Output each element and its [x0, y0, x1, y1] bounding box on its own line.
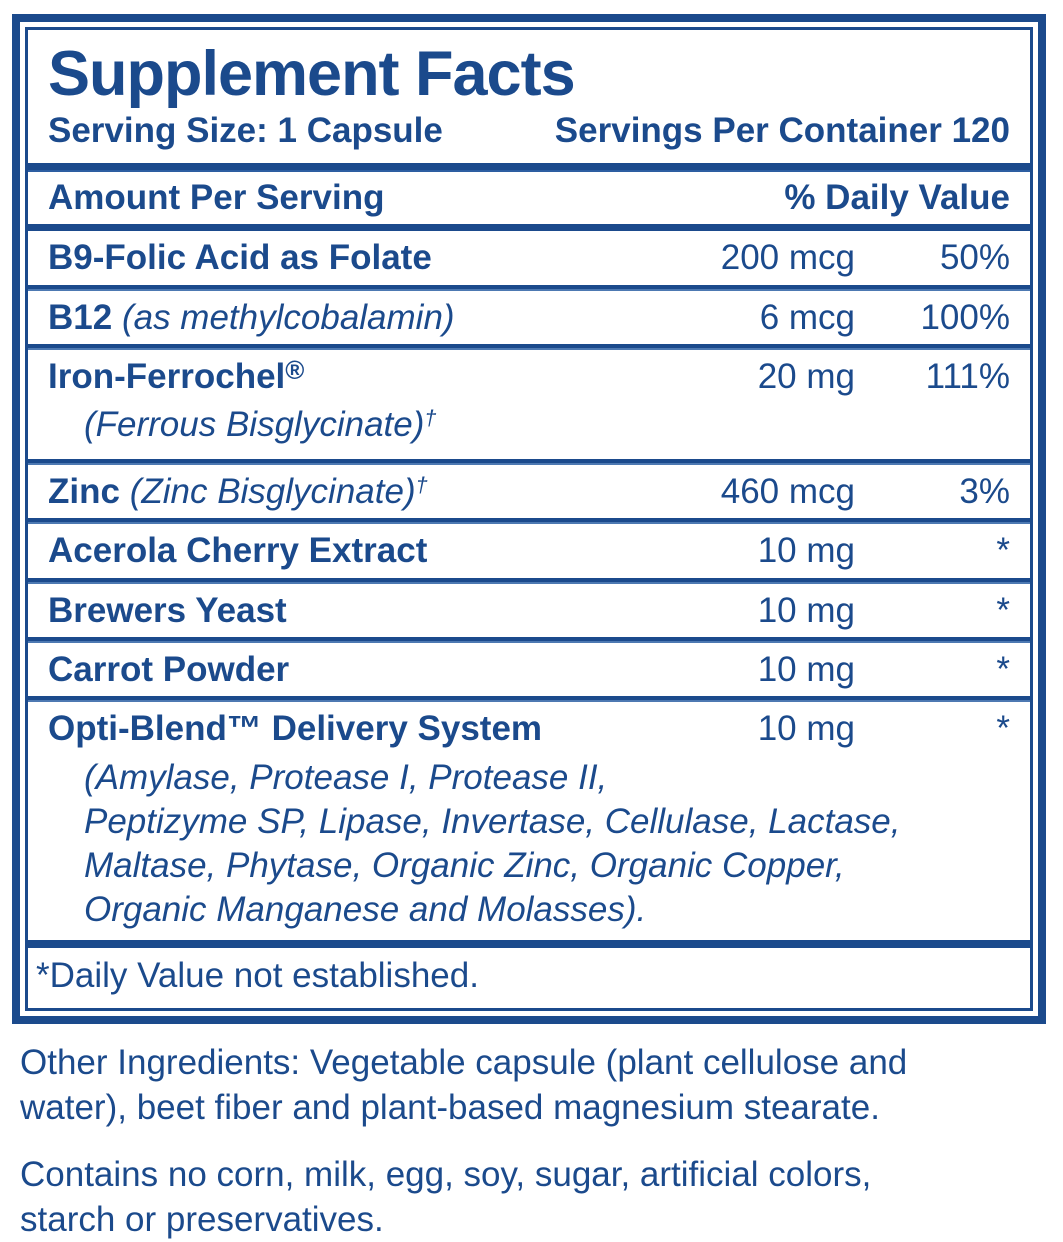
nutrient-row-b9: B9-Folic Acid as Folate 200 mcg 50%	[28, 231, 1030, 284]
row-divider	[28, 343, 1030, 350]
row-divider	[28, 637, 1030, 644]
amount-per-serving-header: Amount Per Serving	[48, 177, 385, 217]
serving-info-row: Serving Size: 1 Capsule Servings Per Con…	[28, 106, 1030, 163]
serving-size-text: Serving Size: 1 Capsule	[48, 111, 443, 151]
nutrient-name: Acerola Cherry Extract	[48, 531, 428, 571]
nutrient-name: Opti-Blend™ Delivery System	[48, 709, 543, 749]
column-header-row: Amount Per Serving % Daily Value	[28, 172, 1030, 225]
divider-double-rule	[28, 162, 1030, 172]
nutrient-daily-value: 3%	[959, 472, 1010, 512]
nutrient-name: B12 (as methylcobalamin)	[48, 297, 455, 337]
nutrient-amount: 10 mg	[757, 650, 855, 690]
row-divider	[28, 284, 1030, 291]
nutrient-row-acerola: Acerola Cherry Extract 10 mg *	[28, 524, 1030, 577]
nutrient-name: Carrot Powder	[48, 650, 290, 690]
nutrient-row-b12: B12 (as methylcobalamin) 6 mcg 100%	[28, 291, 1030, 344]
daily-value-header: % Daily Value	[784, 177, 1010, 217]
nutrient-name: Zinc (Zinc Bisglycinate)†	[48, 472, 428, 512]
dagger-symbol: †	[424, 405, 437, 431]
other-ingredients-paragraph: Other Ingredients: Vegetable capsule (pl…	[20, 1042, 908, 1127]
nutrient-daily-value: 111%	[925, 356, 1010, 396]
row-divider	[28, 577, 1030, 584]
nutrient-daily-value: *	[996, 650, 1010, 690]
nutrient-row-opti-blend: Opti-Blend™ Delivery System 10 mg *	[28, 702, 1030, 755]
servings-per-container-text: Servings Per Container 120	[554, 111, 1010, 151]
nutrient-amount: 460 mcg	[720, 472, 855, 512]
daily-value-footnote: *Daily Value not established.	[36, 955, 479, 995]
supplement-facts-inner-border: Supplement Facts Serving Size: 1 Capsule…	[25, 27, 1033, 1011]
row-divider	[28, 696, 1030, 703]
nutrient-row-zinc: Zinc (Zinc Bisglycinate)† 460 mcg 3%	[28, 465, 1030, 518]
registered-trademark-symbol: ®	[285, 356, 305, 385]
nutrient-daily-value: *	[996, 531, 1010, 571]
nutrient-name: B9-Folic Acid as Folate	[48, 238, 432, 278]
supplement-facts-panel: Supplement Facts Serving Size: 1 Capsule…	[12, 14, 1046, 1024]
nutrient-daily-value: *	[996, 590, 1010, 630]
nutrient-row-iron: Iron-Ferrochel® 20 mg 111%	[28, 350, 1030, 403]
nutrient-row-brewers-yeast: Brewers Yeast 10 mg *	[28, 584, 1030, 637]
nutrient-amount: 10 mg	[757, 531, 855, 571]
divider-thick-rule	[28, 224, 1030, 232]
nutrient-daily-value: 100%	[920, 297, 1010, 337]
nutrient-row-carrot-powder: Carrot Powder 10 mg *	[28, 643, 1030, 696]
dagger-symbol: †	[415, 472, 428, 498]
divider-thick-rule	[28, 939, 1030, 948]
panel-title: Supplement Facts	[48, 39, 576, 109]
row-divider	[28, 459, 1030, 466]
nutrient-amount: 10 mg	[757, 709, 855, 749]
nutrient-source-note: (Ferrous Bisglycinate)†	[84, 405, 437, 445]
nutrient-amount: 200 mcg	[720, 238, 855, 278]
nutrient-name: Iron-Ferrochel®	[48, 356, 305, 396]
nutrient-daily-value: 50%	[939, 238, 1010, 278]
nutrient-amount: 20 mg	[757, 356, 855, 396]
nutrient-amount: 10 mg	[757, 590, 855, 630]
row-divider	[28, 518, 1030, 525]
nutrient-daily-value: *	[996, 709, 1010, 749]
opti-blend-ingredient-list: (Amylase, Protease I, Protease II, Pepti…	[84, 757, 901, 929]
nutrient-amount: 6 mcg	[759, 297, 855, 337]
allergen-free-paragraph: Contains no corn, milk, egg, soy, sugar,…	[20, 1154, 872, 1239]
nutrient-name: Brewers Yeast	[48, 590, 287, 630]
